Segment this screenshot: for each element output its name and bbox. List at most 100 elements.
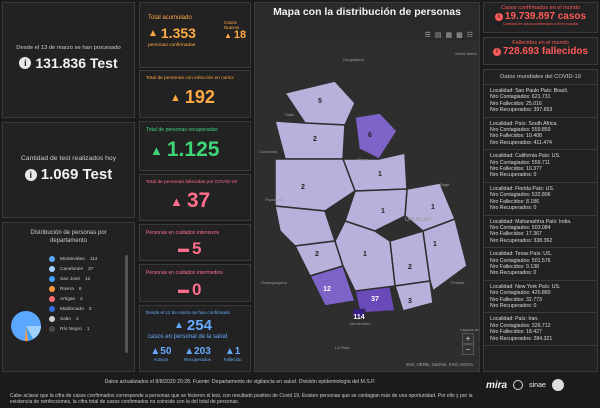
map-place-label: Paysandú	[265, 197, 283, 202]
recovered-value: 1.125	[166, 138, 220, 161]
region-paysandu[interactable]	[274, 158, 356, 212]
country-fall: Nro Fallecidos: 32.773	[490, 296, 542, 303]
deceased-label: Total de personas fallecidas por COVID-1…	[146, 180, 237, 185]
legend-item[interactable]: Montevideo 114	[49, 254, 97, 264]
dept-count-label: 2	[301, 184, 305, 191]
country-item[interactable]: Localidad: California País: US. Nro Conta…	[484, 150, 597, 183]
region-salto[interactable]	[274, 120, 346, 160]
legend-name: San José	[60, 276, 81, 282]
country-cont: Nro Contagiados: 559.711	[490, 159, 551, 166]
legend-item[interactable]: Río Negro 1	[49, 324, 97, 334]
region-florida[interactable]	[334, 220, 396, 292]
legend-count: 6	[78, 286, 82, 292]
country-item[interactable]: Localidad: País: South Africa. Nro Contag…	[484, 118, 597, 151]
health-stat-value: ▲50	[150, 346, 172, 357]
person-icon: ▲	[170, 193, 183, 209]
country-item[interactable]: Localidad: País: Iran. Nro Contagiados: 3…	[484, 313, 597, 346]
footer-update-text: Datos actualizados el 8/8/2020 20:28. Fu…	[104, 379, 376, 385]
legend-item[interactable]: Salto 2	[49, 314, 97, 324]
health-stat: ▲203 Recuperados	[184, 346, 211, 362]
legend-count: 2	[75, 316, 79, 322]
legend-scrollbar[interactable]	[125, 255, 128, 353]
footer: Datos actualizados el 8/8/2020 20:28. Fu…	[0, 375, 600, 408]
map-tool-icon[interactable]: ☰	[424, 32, 431, 39]
region-rivera[interactable]	[354, 112, 398, 160]
info-icon: i	[494, 12, 503, 21]
dept-count-label: 37	[371, 296, 379, 303]
region-rocha[interactable]	[422, 218, 468, 293]
country-fall: Nro Fallecidos: 25.016	[490, 100, 542, 107]
legend-count: 37	[87, 266, 94, 272]
country-item[interactable]: Localidad: Florida País: US. Nro Contagia…	[484, 183, 597, 216]
basemap-icon[interactable]: ▦	[445, 32, 453, 39]
list-icon[interactable]: ☷	[466, 32, 473, 39]
health-stat-label: Fallecido	[223, 357, 242, 362]
country-item[interactable]: Localidad: New York País: US. Nro Contagi…	[484, 281, 597, 314]
zoom-out-button[interactable]: −	[462, 344, 474, 355]
legend-name: Canelones	[60, 266, 83, 272]
legend-count: 114	[89, 256, 98, 262]
map-place-label: Laguna dos Patos	[460, 327, 479, 332]
country-item[interactable]: Localidad: Maharashtra País: India. Nro C…	[484, 216, 597, 249]
legend-swatch	[49, 266, 55, 272]
country-item[interactable]: Localidad: Texas País: US. Nro Contagiado…	[484, 248, 597, 281]
map-place-label: Rivera	[357, 157, 369, 162]
dept-count-label: 1	[381, 208, 385, 215]
country-rec: Nro Recuperados: 0	[490, 172, 537, 179]
legend-item[interactable]: Maldonado 3	[49, 304, 97, 314]
world-cases-panel: Casos confirmados en el mundo i 19.739.8…	[483, 2, 598, 33]
tests-total-value: 131.836 Test	[35, 55, 118, 71]
country-list[interactable]: Localidad: Sao Paulo País: Brazil. Nro Co…	[484, 85, 597, 346]
health-stat-label: Recuperados	[184, 357, 211, 362]
health-stat-value: ▲203	[184, 346, 211, 357]
country-fall: Nro Fallecidos: 17.367	[490, 231, 542, 238]
legend-swatch	[49, 276, 55, 282]
legend-item[interactable]: Rivera 6	[49, 284, 97, 294]
legend-item[interactable]: Artigas 2	[49, 294, 97, 304]
map-place-label: Salto	[285, 112, 295, 117]
map-place-label: Montevideo	[350, 321, 371, 326]
world-deaths-label: Fallecidos en el mundo	[512, 40, 569, 46]
health-panel: Desde el 12 de marzo se han confirmado ▲…	[139, 305, 251, 372]
dept-count-label: 1	[378, 171, 382, 178]
chart-icon[interactable]: ▩	[456, 32, 463, 39]
legend-item[interactable]: San José 12	[49, 274, 97, 284]
map-panel: Mapa con la distribución de personas ☰ ▤…	[254, 2, 480, 372]
country-fall: Nro Fallecidos: 18.427	[490, 329, 542, 336]
pie-slice-san-jose	[26, 326, 33, 341]
map-place-labels: Uruguaiana Santa Maria Concordia Salto River…	[259, 51, 479, 350]
country-cont: Nro Contagiados: 420.860	[490, 290, 551, 297]
country-item[interactable]: Localidad: Sao Paulo País: Brazil. Nro Co…	[484, 85, 597, 118]
region-durazno[interactable]	[344, 188, 408, 232]
pie-slice-canelones	[26, 326, 41, 339]
tests-today-value: 1.069 Test	[40, 166, 113, 183]
dept-count-label: 114	[353, 314, 364, 321]
legend-swatch	[49, 296, 55, 302]
layers-icon[interactable]: ▤	[434, 32, 442, 39]
zoom-in-button[interactable]: +	[462, 333, 474, 344]
legend-item[interactable]: Canelones 37	[49, 264, 97, 274]
health-stat: ▲1 Fallecido	[224, 346, 242, 362]
person-icon: ▲	[174, 320, 184, 331]
country-fall: Nro Fallecidos: 9.138	[490, 263, 540, 270]
total-sub: personas confirmadas	[148, 43, 196, 48]
country-rec: Nro Recuperados: 338.362	[490, 237, 553, 244]
total-label: Total acumulado	[148, 15, 192, 21]
region-artigas[interactable]	[283, 80, 356, 126]
region-montevideo[interactable]	[352, 308, 366, 318]
intermediate-value: 0	[192, 280, 202, 299]
region-sanjose[interactable]	[308, 265, 356, 307]
distribution-legend: Montevideo 114 Canelones 37 San José 12 Rivera…	[49, 254, 97, 334]
legend-swatch	[49, 256, 55, 262]
region-maldonado[interactable]	[394, 280, 434, 312]
map-place-label: Santa Maria	[455, 51, 477, 56]
world-cases-value: 19.739.897 casos	[504, 11, 587, 22]
country-cont: Nro Contagiados: 621.731	[490, 94, 551, 101]
map-place-label: Bagé	[440, 182, 450, 187]
map-place-label: La Plata	[335, 345, 350, 350]
map-place-label: Pelotas	[451, 280, 464, 285]
country-loc: Localidad: Florida País: US.	[490, 185, 555, 192]
legend-name: Río Negro	[60, 326, 82, 332]
country-loc: Localidad: New York País: US.	[490, 283, 561, 290]
